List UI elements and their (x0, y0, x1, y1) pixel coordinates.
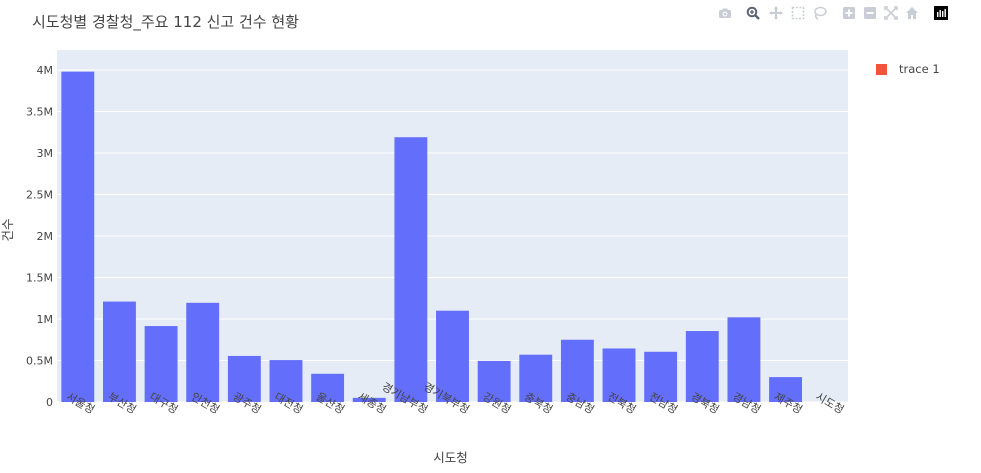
y-axis-ticks: 0 0.5M 1M 1.5M 2M 2.5M 3M 3.5M 4M (26, 64, 53, 409)
y-tick-label: 3.5M (26, 106, 53, 119)
y-tick-label: 3M (37, 147, 54, 160)
legend-swatch (876, 63, 887, 75)
bar[interactable] (394, 137, 428, 403)
y-tick-label: 1M (37, 313, 54, 326)
zoom-icon[interactable] (744, 4, 762, 22)
bar[interactable] (519, 354, 553, 402)
legend-item[interactable]: trace 1 (876, 62, 940, 76)
chart-title: 시도청별 경찰청_주요 112 신고 건수 현황 (32, 13, 299, 31)
bar[interactable] (61, 71, 95, 402)
y-tick-label: 1.5M (26, 272, 53, 285)
bar-series (61, 71, 802, 403)
y-tick-label: 0 (46, 396, 53, 409)
pan-icon[interactable] (767, 4, 785, 22)
bar[interactable] (144, 326, 178, 402)
bar[interactable] (644, 351, 678, 402)
autoscale-icon[interactable] (882, 4, 900, 22)
bar[interactable] (560, 339, 594, 402)
bar[interactable] (436, 310, 469, 402)
zoom-in-icon[interactable] (840, 4, 858, 22)
plotly-logo-icon[interactable] (932, 4, 950, 22)
bar[interactable] (186, 302, 220, 402)
bar[interactable] (103, 301, 136, 402)
y-tick-label: 2M (37, 230, 54, 243)
box-select-icon[interactable] (789, 4, 807, 22)
camera-icon[interactable] (716, 4, 734, 22)
x-axis-title: 시도청 (433, 450, 468, 465)
bar[interactable] (311, 373, 345, 402)
bar[interactable] (269, 360, 303, 402)
bar[interactable] (727, 317, 761, 402)
zoom-out-icon[interactable] (861, 4, 879, 22)
bar[interactable] (227, 355, 261, 402)
lasso-select-icon[interactable] (811, 4, 829, 22)
bar[interactable] (769, 377, 802, 402)
y-tick-label: 0.5M (26, 355, 53, 368)
y-tick-label: 2.5M (26, 189, 53, 202)
y-tick-label: 4M (37, 64, 54, 77)
bar[interactable] (602, 348, 636, 402)
legend-label: trace 1 (899, 62, 940, 76)
bar[interactable] (352, 397, 386, 402)
home-icon[interactable] (903, 4, 921, 22)
bar[interactable] (477, 360, 511, 402)
y-axis-title: 건수 (0, 218, 15, 241)
bar[interactable] (685, 331, 719, 402)
